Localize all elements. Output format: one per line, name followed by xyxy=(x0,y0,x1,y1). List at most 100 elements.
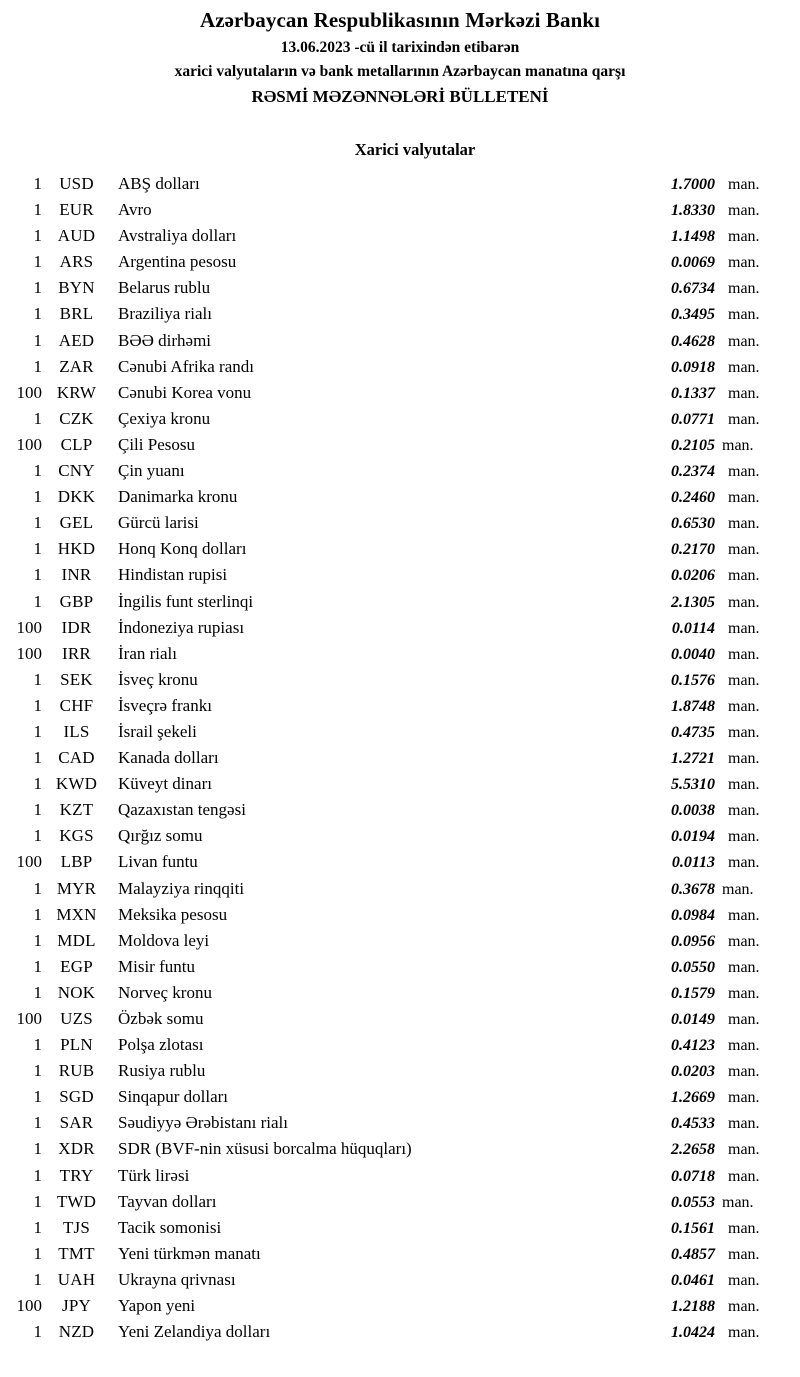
currency-unit: 1 xyxy=(33,356,43,376)
table-row: 1 PLN Polşa zlotası 0.4123 man. xyxy=(0,1035,800,1061)
table-row: 100 CLP Çili Pesosu 0.2105 man. xyxy=(0,435,800,461)
table-row: 1 KGS Qırğız somu 0.0194 man. xyxy=(0,826,800,852)
exchange-rate-value: 1.2721 xyxy=(671,750,715,768)
currency-code: NZD xyxy=(58,1322,95,1342)
manat-unit-label: man. xyxy=(728,697,760,715)
exchange-rate-value: 0.6734 xyxy=(671,280,715,298)
table-row: 1 KZT Qazaxıstan tengəsi 0.0038 man. xyxy=(0,800,800,826)
table-row: 1 NOK Norveç kronu 0.1579 man. xyxy=(0,983,800,1009)
manat-unit-label: man. xyxy=(728,176,760,193)
currency-unit: 1 xyxy=(33,1322,43,1342)
manat-unit-label: man. xyxy=(728,332,760,350)
exchange-rate-value: 0.0771 xyxy=(671,410,715,428)
currency-code: SGD xyxy=(59,1087,94,1107)
currency-unit: 1 xyxy=(33,1113,43,1133)
currency-name: Səudiyyə Ərəbistanı rialı xyxy=(118,1113,288,1133)
currency-code: GBP xyxy=(59,591,94,611)
currency-code: AUD xyxy=(57,226,96,246)
table-row: 1 NZD Yeni Zelandiya dolları 1.0424 man. xyxy=(0,1322,800,1348)
table-row: 1 SEK İsveç kronu 0.1576 man. xyxy=(0,670,800,696)
currency-unit: 1 xyxy=(33,330,43,350)
currency-code: JPY xyxy=(62,1296,91,1316)
currency-unit: 100 xyxy=(16,382,43,402)
currency-name: İsveçrə frankı xyxy=(118,695,212,715)
table-row: 1 UAH Ukrayna qrivnası 0.0461 man. xyxy=(0,1270,800,1296)
manat-unit-label: man. xyxy=(728,228,760,246)
currency-name: Avro xyxy=(118,200,152,220)
table-row: 100 LBP Livan funtu 0.0113 man. xyxy=(0,852,800,878)
currency-unit: 1 xyxy=(33,904,43,924)
exchange-rate-value: 1.7000 xyxy=(671,176,715,193)
currency-name: Çin yuanı xyxy=(118,461,185,481)
exchange-rate-value: 0.0984 xyxy=(671,906,715,924)
exchange-rate-value: 0.3678 xyxy=(671,880,715,898)
currency-unit: 1 xyxy=(33,252,43,272)
exchange-rate-value: 0.6530 xyxy=(671,515,715,533)
exchange-rate-value: 0.2460 xyxy=(671,489,715,507)
currency-unit: 1 xyxy=(33,487,43,507)
exchange-rate-value: 1.2188 xyxy=(671,1298,715,1316)
table-row: 1 BRL Braziliya rialı 0.3495 man. xyxy=(0,304,800,330)
currency-name: Qırğız somu xyxy=(118,826,203,846)
table-row: 1 SGD Sinqapur dolları 1.2669 man. xyxy=(0,1087,800,1113)
table-row: 1 BYN Belarus rublu 0.6734 man. xyxy=(0,278,800,304)
currency-code: KRW xyxy=(56,382,97,402)
currency-name: İngilis funt sterlinqi xyxy=(118,591,254,611)
currency-code: PLN xyxy=(60,1035,93,1055)
table-row: 1 MDL Moldova leyi 0.0956 man. xyxy=(0,931,800,957)
exchange-rate-value: 0.0038 xyxy=(671,802,715,820)
currency-code: MYR xyxy=(56,878,97,898)
currency-name: Braziliya rialı xyxy=(118,304,212,324)
currency-unit: 1 xyxy=(33,461,43,481)
currency-unit: 1 xyxy=(33,1165,43,1185)
currency-name: Polşa zlotası xyxy=(118,1035,204,1055)
table-row: 1 EGP Misir funtu 0.0550 man. xyxy=(0,957,800,983)
manat-unit-label: man. xyxy=(728,593,760,611)
currency-name: Misir funtu xyxy=(118,956,195,976)
manat-unit-label: man. xyxy=(728,906,760,924)
table-row: 100 IDR İndoneziya rupiası 0.0114 man. xyxy=(0,618,800,644)
currency-unit: 1 xyxy=(33,956,43,976)
exchange-rate-value: 0.1576 xyxy=(671,671,715,689)
currency-name: Tayvan dolları xyxy=(118,1191,217,1211)
manat-unit-label: man. xyxy=(728,828,760,846)
currency-code: RUB xyxy=(58,1061,95,1081)
exchange-rate-value: 0.1561 xyxy=(671,1219,715,1237)
scope-line: xarici valyutaların və bank metallarının… xyxy=(174,63,626,80)
manat-unit-label: man. xyxy=(728,1011,760,1028)
currency-code: BRL xyxy=(59,304,94,324)
manat-unit-label: man. xyxy=(728,202,760,220)
currency-code: IDR xyxy=(61,617,92,637)
manat-unit-label: man. xyxy=(728,645,760,663)
table-row: 1 CZK Çexiya kronu 0.0771 man. xyxy=(0,409,800,435)
exchange-rate-value: 0.0553 xyxy=(671,1193,715,1211)
exchange-rate-value: 0.3495 xyxy=(671,306,715,324)
manat-unit-label: man. xyxy=(728,1141,760,1159)
table-row: 1 MXN Meksika pesosu 0.0984 man. xyxy=(0,905,800,931)
currency-unit: 1 xyxy=(33,174,43,193)
currency-code: EUR xyxy=(59,200,94,220)
table-row: 1 TJS Tacik somonisi 0.1561 man. xyxy=(0,1218,800,1244)
manat-unit-label: man. xyxy=(728,958,760,976)
currency-code: GEL xyxy=(59,513,94,533)
currency-unit: 1 xyxy=(33,982,43,1002)
currency-name: Meksika pesosu xyxy=(118,904,228,924)
exchange-rate-value: 0.2105 xyxy=(671,436,715,454)
currency-unit: 1 xyxy=(33,826,43,846)
currency-unit: 1 xyxy=(33,1217,43,1237)
currency-code: LBP xyxy=(60,852,93,872)
currency-unit: 1 xyxy=(33,226,43,246)
currency-unit: 100 xyxy=(16,643,43,663)
currency-code: TMT xyxy=(58,1243,95,1263)
manat-unit-label: man. xyxy=(728,1245,760,1263)
exchange-rate-value: 0.1579 xyxy=(671,984,715,1002)
manat-unit-label: man. xyxy=(728,1037,760,1055)
currency-code: AED xyxy=(58,330,95,350)
currency-name: Argentina pesosu xyxy=(118,252,237,272)
currency-code: BYN xyxy=(58,278,95,298)
manat-unit-label: man. xyxy=(728,802,760,820)
currency-name: İran rialı xyxy=(118,643,177,663)
currency-name: Kanada dolları xyxy=(118,748,219,768)
currency-name: Cənubi Afrika randı xyxy=(118,356,254,376)
